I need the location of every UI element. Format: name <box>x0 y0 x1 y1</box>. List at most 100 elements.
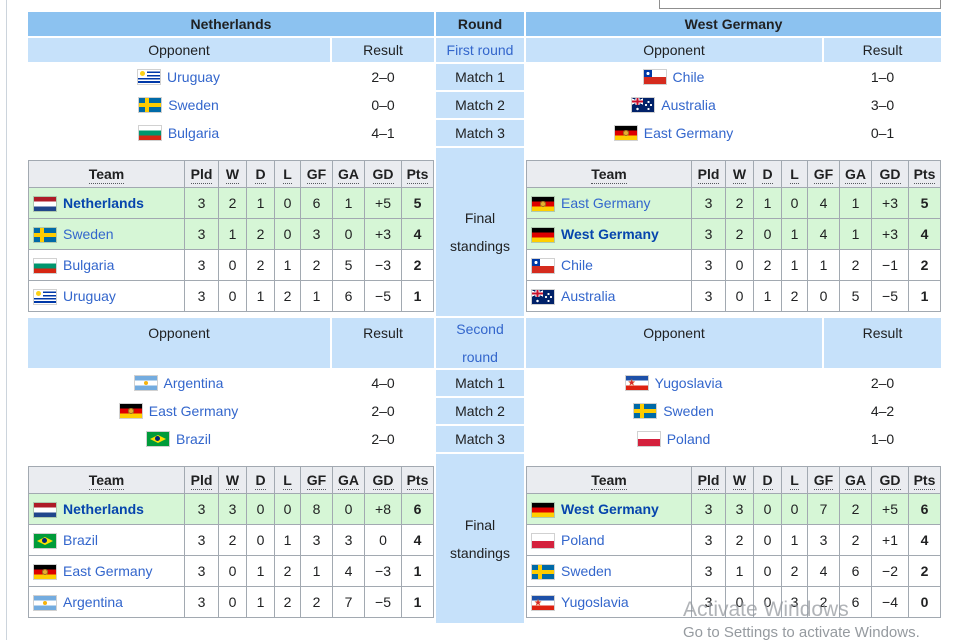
stat-cell: 3 <box>184 249 219 281</box>
stat-cell: 1 <box>807 249 840 281</box>
round-column-header: Round <box>436 12 524 36</box>
match-2-cell: Match 2 <box>436 92 524 118</box>
stat-cell: 3 <box>184 586 219 618</box>
team-link[interactable]: Sweden <box>561 563 612 579</box>
team-link[interactable]: East Germany <box>63 563 153 579</box>
left-second-subheader: Opponent Result <box>28 318 434 368</box>
stat-cell: 4 <box>401 524 434 556</box>
stat-cell: 3 <box>691 493 726 525</box>
stat-cell: 1 <box>401 586 434 618</box>
stat-cell: 0 <box>218 586 247 618</box>
bulgaria-flag-icon <box>138 126 161 140</box>
standings-col-header: GD <box>364 466 402 494</box>
standings-header-row: Team Pld W D L GF GA GD Pts <box>28 466 434 494</box>
stat-cell: −3 <box>364 555 402 587</box>
stat-cell: 2 <box>908 555 941 587</box>
team-link[interactable]: Chile <box>561 257 593 273</box>
stat-cell: 2 <box>300 249 333 281</box>
stat-cell: 1 <box>908 280 941 312</box>
right-first-standings: Team Pld W D L GF GA GD Pts East Germany… <box>526 148 941 316</box>
opponent-link[interactable]: Chile <box>672 69 705 85</box>
team-link[interactable]: Netherlands <box>63 501 144 517</box>
standings-col-header: GD <box>871 466 909 494</box>
first-round-link[interactable]: First round <box>446 42 514 58</box>
match-result: 3–0 <box>870 97 895 113</box>
brazil-flag-icon <box>34 534 56 548</box>
opponent-column-header: Opponent <box>526 318 822 368</box>
match-2-cell: Match 2 <box>436 398 524 424</box>
team-link[interactable]: West Germany <box>561 226 659 242</box>
opponent-link[interactable]: Sweden <box>168 97 219 113</box>
final-standings-cell: Final standings <box>436 454 524 623</box>
stat-cell: 1 <box>332 187 365 219</box>
stat-cell: 2 <box>753 249 782 281</box>
stat-cell: 2 <box>274 586 301 618</box>
right-second-standings: Team Pld W D L GF GA GD Pts West Germany… <box>526 454 941 623</box>
opponent-link[interactable]: Uruguay <box>167 69 220 85</box>
stat-cell: 3 <box>300 218 333 250</box>
match-3-cell: Match 3 <box>436 120 524 146</box>
opponent-link[interactable]: Argentina <box>163 375 224 391</box>
activate-windows-subtext: Go to Settings to activate Windows. <box>683 624 920 640</box>
stat-cell: +5 <box>871 493 909 525</box>
stat-cell: 2 <box>246 249 275 281</box>
stat-cell: 2 <box>725 218 754 250</box>
stat-cell: −5 <box>871 280 909 312</box>
standings-col-header: Pld <box>691 160 726 188</box>
standings-col-header: Pld <box>184 466 219 494</box>
team-link[interactable]: Netherlands <box>63 195 144 211</box>
team-link[interactable]: Sweden <box>63 226 114 242</box>
team-link[interactable]: Argentina <box>63 594 123 610</box>
opponent-link[interactable]: East Germany <box>148 403 239 419</box>
stat-cell: +3 <box>871 218 909 250</box>
stat-cell: 0 <box>332 493 365 525</box>
standings-row: Netherlands 3 2 1 0 6 1 +5 5 <box>28 187 434 219</box>
second-round-link[interactable]: Second round <box>456 321 504 365</box>
opponent-column-header: Opponent <box>526 38 822 62</box>
stat-cell: 3 <box>184 280 219 312</box>
match-row: Sweden 0–0 <box>28 92 434 118</box>
stat-cell: 0 <box>753 493 782 525</box>
match-opponent: Yugoslavia <box>526 370 822 396</box>
road-to-final-table: Netherlands Round West Germany Opponent … <box>28 12 941 623</box>
stat-cell: 1 <box>401 555 434 587</box>
stat-cell: 0 <box>725 280 754 312</box>
opponent-link[interactable]: Sweden <box>663 403 714 419</box>
team-link[interactable]: Yugoslavia <box>561 594 629 610</box>
team-link[interactable]: Bulgaria <box>63 257 115 273</box>
team-link[interactable]: Brazil <box>63 532 99 548</box>
match-row: Bulgaria 4–1 <box>28 120 434 146</box>
team-link[interactable]: Uruguay <box>63 288 116 304</box>
stat-cell: 1 <box>781 524 808 556</box>
match-opponent: Sweden <box>28 92 330 118</box>
stat-cell: 0 <box>364 524 402 556</box>
opponent-link[interactable]: Bulgaria <box>167 125 220 141</box>
match-opponent: Chile <box>526 64 822 90</box>
stat-cell: 3 <box>184 524 219 556</box>
standings-row: Argentina 3 0 1 2 2 7 −5 1 <box>28 586 434 618</box>
second-round-cell: Second round <box>436 318 524 368</box>
stat-cell: 1 <box>839 218 872 250</box>
stat-cell: −4 <box>871 586 909 618</box>
stat-cell: 4 <box>908 218 941 250</box>
opponent-link[interactable]: Yugoslavia <box>654 375 723 391</box>
standings-col-header: GF <box>807 466 840 494</box>
team-link[interactable]: West Germany <box>561 501 659 517</box>
team-link[interactable]: East Germany <box>561 195 651 211</box>
standings-row: Sweden 3 1 0 2 4 6 −2 2 <box>526 555 941 587</box>
team-link[interactable]: Australia <box>561 288 616 304</box>
stat-cell: 3 <box>184 555 219 587</box>
content-left-border <box>6 0 7 640</box>
stat-cell: 0 <box>218 280 247 312</box>
stat-cell: 3 <box>332 524 365 556</box>
opponent-link[interactable]: East Germany <box>643 125 734 141</box>
opponent-link[interactable]: Brazil <box>175 431 211 447</box>
stat-cell: 0 <box>332 218 365 250</box>
team-link[interactable]: Poland <box>561 532 605 548</box>
netherlands-flag-icon <box>34 197 56 211</box>
uruguay-flag-icon <box>34 290 56 304</box>
right-second-subheader: Opponent Result <box>526 318 941 368</box>
result-column-header: Result <box>332 318 434 368</box>
opponent-link[interactable]: Australia <box>661 97 716 113</box>
opponent-link[interactable]: Poland <box>666 431 711 447</box>
